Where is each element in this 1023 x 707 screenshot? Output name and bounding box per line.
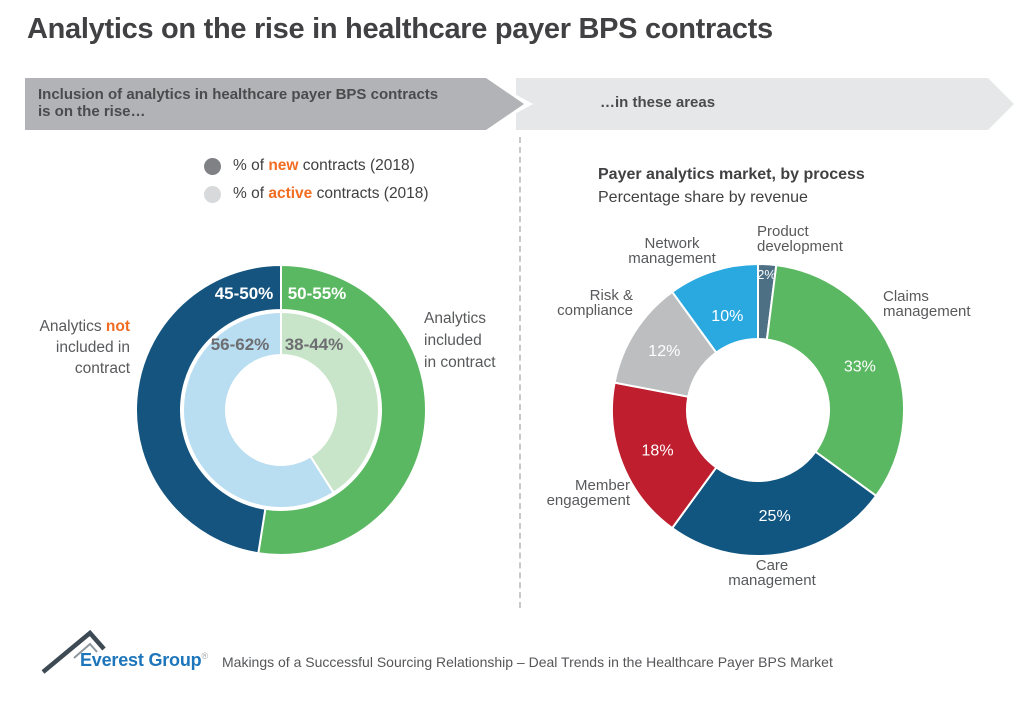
legend-item-new-contracts: % of new contracts (2018) xyxy=(204,152,429,180)
contracts-donut-chart xyxy=(135,263,427,556)
donut-slice xyxy=(765,264,905,498)
registered-mark: ® xyxy=(201,651,208,661)
legend-dot-new-icon xyxy=(204,157,221,175)
donut-slice-value: 12% xyxy=(648,343,680,360)
legend: % of new contracts (2018) % of active co… xyxy=(204,152,429,208)
footer-caption: Makings of a Successful Sourcing Relatio… xyxy=(222,654,833,670)
donut-slice xyxy=(280,310,380,495)
donut-slice xyxy=(257,263,427,556)
legend-dot-active-icon xyxy=(204,185,221,203)
process-chart-subtitle: Percentage share by revenue xyxy=(598,189,808,206)
banner-left-line2: is on the rise… xyxy=(38,103,146,120)
legend-item-active-contracts: % of active contracts (2018) xyxy=(204,180,429,208)
label-product-development: Product development xyxy=(757,223,843,255)
banner-left-line1: Inclusion of analytics in healthcare pay… xyxy=(38,86,439,103)
donut-slice-value: 2% xyxy=(757,267,776,282)
outer-ring-value-not-included: 45-50% xyxy=(214,284,274,303)
donut-slice xyxy=(611,381,718,530)
banner-left-text: Inclusion of analytics in healthcare pay… xyxy=(38,86,478,120)
everest-group-logo-icon xyxy=(41,629,106,674)
process-donut-chart: 2% 33% 25% 18% 12% 10% xyxy=(611,263,905,557)
banner-left-arrow xyxy=(25,78,524,130)
label-member-engagement: Member engagement xyxy=(546,477,630,509)
donut-slice xyxy=(670,450,878,557)
label-network-management: Network management xyxy=(628,235,716,267)
inner-ring-value-included: 38-44% xyxy=(284,335,344,354)
process-chart-title: Payer analytics market, by process xyxy=(598,166,865,183)
inner-ring-value-not-included: 56-62% xyxy=(210,335,270,354)
donut-slice xyxy=(670,263,759,354)
donut-slice-value: 10% xyxy=(711,308,743,325)
label-analytics-included: Analytics included in contract xyxy=(424,310,496,371)
banner-right-arrow xyxy=(516,78,1014,130)
label-analytics-not-included: Analytics not included in contract xyxy=(39,318,130,377)
legend-label: % of new contracts (2018) xyxy=(233,157,415,174)
dashed-divider xyxy=(519,137,521,608)
donut-slice-value: 25% xyxy=(759,508,791,525)
label-claims-management: Claims management xyxy=(883,288,971,320)
legend-label: % of active contracts (2018) xyxy=(233,185,429,202)
banner-arrows xyxy=(25,78,1014,130)
label-care-management: Care management xyxy=(728,557,816,589)
donut-slice-value: 18% xyxy=(642,442,674,459)
donut-slice-value: 33% xyxy=(844,359,876,376)
everest-group-wordmark: Everest Group® xyxy=(80,650,208,670)
page-title: Analytics on the rise in healthcare paye… xyxy=(27,13,773,45)
banner-right-text: …in these areas xyxy=(600,94,716,111)
outer-ring-value-included: 50-55% xyxy=(287,284,347,303)
donut-slice xyxy=(135,263,282,555)
donut-slice xyxy=(182,310,335,509)
label-risk-compliance: Risk & compliance xyxy=(557,287,633,319)
process-chart-header: Payer analytics market, by process Perce… xyxy=(598,166,865,207)
